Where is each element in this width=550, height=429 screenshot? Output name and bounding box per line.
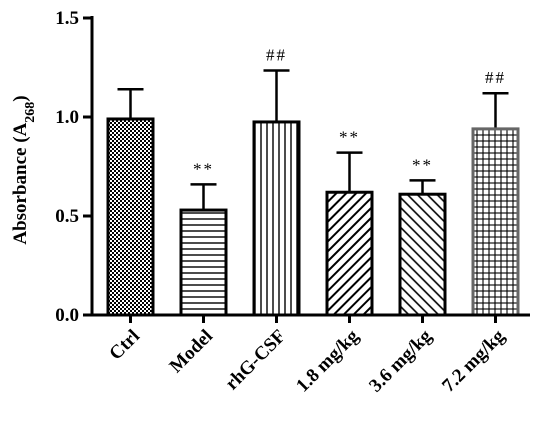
bar-0 [106, 117, 155, 317]
y-axis-title-text: Absorbance (A268) [10, 95, 38, 244]
x-category-label: Model [166, 326, 217, 377]
bar-1 [179, 208, 228, 317]
y-axis: 0.0 0.5 1.0 1.5 [55, 8, 94, 326]
y-tick-label: 1.5 [55, 8, 79, 29]
bar-4 [398, 192, 447, 317]
bar-2 [252, 120, 301, 317]
x-category-label: 1.8 mg/kg [292, 325, 363, 396]
x-category-label: 3.6 mg/kg [365, 325, 436, 396]
significance-label: ** [339, 128, 360, 147]
x-category-label: rhG-CSF [221, 326, 290, 395]
significance-label: ** [412, 155, 433, 174]
significance-label: ## [485, 68, 506, 87]
bar-5 [471, 127, 520, 317]
y-tick-label: 0.0 [55, 305, 79, 326]
bar-3 [325, 190, 374, 317]
x-category-label: 7.2 mg/kg [438, 325, 509, 396]
significance-label: ## [266, 45, 287, 64]
y-tick-label: 0.5 [55, 206, 79, 227]
bars-group: ** ## ** ** ## [106, 45, 520, 317]
x-axis: Ctrl Model rhG-CSF 1.8 mg/kg 3.6 mg/kg 7.2 mg… [90, 313, 530, 397]
x-category-label: Ctrl [105, 326, 144, 365]
y-axis-title: Absorbance (A268) [10, 95, 38, 244]
y-tick-label: 1.0 [55, 107, 79, 128]
significance-label: ** [193, 159, 214, 178]
